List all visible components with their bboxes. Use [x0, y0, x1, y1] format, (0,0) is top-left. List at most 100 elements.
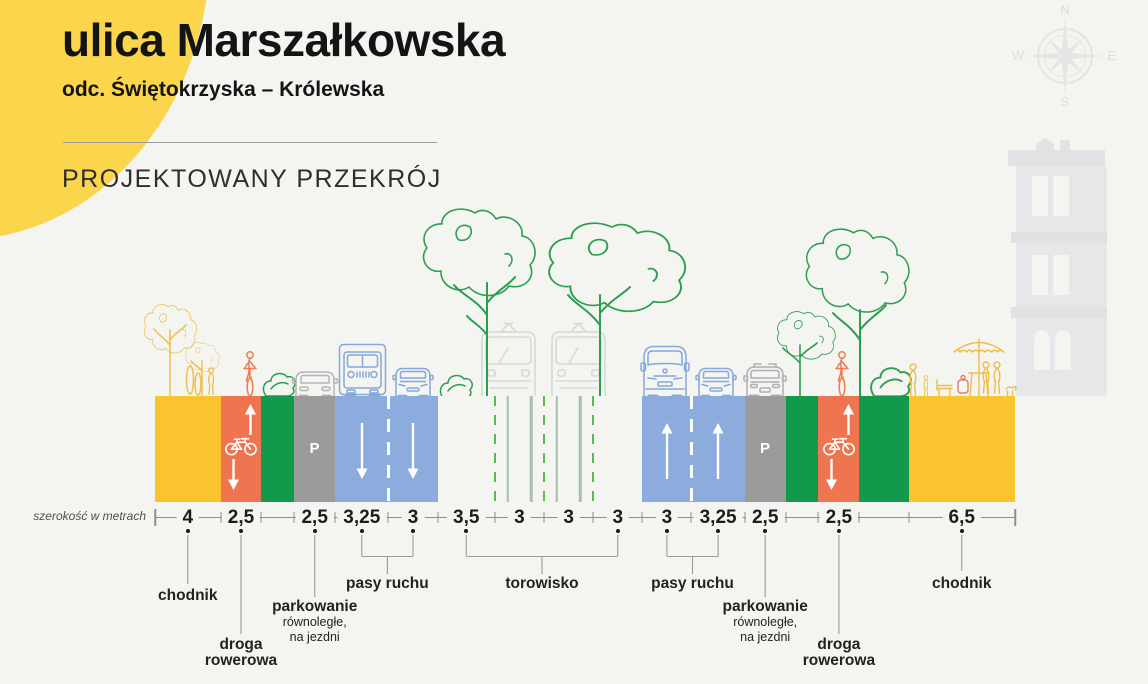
playground-icon	[957, 374, 969, 394]
tram-icon	[481, 322, 606, 396]
band-lane	[335, 396, 389, 502]
band-parking: P	[294, 396, 336, 502]
width-dimension: 3	[655, 505, 679, 531]
ruler-tick	[437, 512, 439, 523]
compass-rose-icon: N E S W	[1012, 2, 1117, 108]
ruler-tick	[220, 512, 222, 523]
band-lane	[689, 396, 745, 502]
compass-north-label: N	[1060, 2, 1069, 17]
band-green	[785, 396, 819, 502]
band-green	[859, 396, 909, 502]
callout-dot	[239, 529, 243, 533]
callout-label-line: pasy ruchu	[346, 575, 429, 592]
tram-lane-dash	[592, 396, 595, 502]
band-sidewalk	[155, 396, 221, 502]
width-dimension: 3,25	[693, 505, 743, 531]
callout-dot	[359, 529, 364, 533]
down-arrow-icon	[825, 459, 837, 490]
callout-label-line: droga	[817, 636, 861, 653]
width-dimension: 3	[401, 505, 425, 531]
callout-label-line: chodnik	[158, 587, 218, 604]
callout-dot	[464, 529, 469, 533]
umbrella-icon	[953, 338, 1005, 396]
callout-label: torowisko	[505, 575, 578, 592]
van-icon	[640, 345, 690, 396]
width-dimension: 2,5	[745, 505, 785, 531]
callout-dot	[411, 529, 415, 533]
callout-label-line: droga	[219, 636, 263, 653]
section-title: PROJEKTOWANY PRZEKRÓJ	[62, 165, 442, 193]
width-dimension: 3	[606, 505, 630, 531]
ruler-tick	[154, 509, 156, 526]
ruler-tick	[817, 512, 819, 523]
tenement-building-illustration	[1008, 138, 1107, 396]
page-title: ulica Marszałkowska	[62, 14, 506, 66]
cyclist-icon	[835, 351, 849, 396]
band-bike	[220, 396, 262, 502]
parked-car-icon	[291, 371, 339, 396]
ruler-tick	[690, 512, 692, 523]
tram-lane-dash	[493, 396, 496, 502]
width-dimension: 3	[557, 505, 580, 531]
parked-suv-icon	[743, 363, 787, 396]
tram-rail	[506, 396, 509, 502]
band-lane	[642, 396, 692, 502]
parking-marking: P	[759, 440, 771, 457]
width-dimension: 2,5	[819, 505, 859, 531]
car-icon	[392, 367, 434, 396]
band-bike	[818, 396, 860, 502]
width-dimension: 2,5	[295, 505, 334, 531]
header: ulica Marszałkowska odc. Świętokrzyska –…	[62, 14, 506, 102]
callout-dot	[664, 529, 669, 533]
callout-dot	[716, 529, 721, 533]
down-arrow-icon	[356, 423, 368, 479]
tram-lane-dash	[543, 396, 546, 502]
tram-rail	[530, 396, 533, 502]
street-scene	[143, 208, 1017, 396]
up-arrow-icon	[843, 404, 855, 435]
ruler-tick	[785, 512, 787, 523]
ruler-tick	[592, 512, 594, 523]
callout-label-line: na jezdni	[289, 630, 340, 645]
ruler-tick	[744, 512, 746, 523]
width-dimension: 3	[508, 505, 531, 531]
tram-rail	[579, 396, 582, 502]
up-arrow-icon	[245, 404, 257, 435]
width-ruler: 4 2,5 2,5 3,25 3 3,5 3 3 3 3 3,25 2,5 2,5 6,5	[154, 505, 1016, 531]
callout-dot	[312, 529, 317, 533]
up-arrow-icon	[661, 423, 673, 479]
callout-dot	[185, 529, 190, 533]
ruler-tick	[858, 512, 860, 523]
band-green	[261, 396, 295, 502]
callout-label-line: pasy ruchu	[651, 575, 734, 592]
ruler-line	[155, 517, 1015, 518]
callout-label-line: parkowanie	[272, 598, 358, 615]
compass-east-label: E	[1108, 48, 1117, 63]
ruler-tick	[293, 512, 295, 523]
callout-label: pasy ruchu	[346, 575, 429, 592]
width-dimension: 2,5	[221, 505, 261, 531]
lane-divider-dashed	[689, 396, 693, 502]
bench-icon	[936, 379, 953, 396]
callout-label: droga rowerowa	[205, 636, 277, 670]
parking-marking: P	[309, 440, 320, 457]
callout-dot	[763, 529, 768, 533]
callout-label-line: równoległe,	[733, 615, 798, 630]
callout-label-line: chodnik	[932, 575, 992, 592]
width-dimension: 4	[176, 505, 200, 531]
down-arrow-icon	[228, 459, 240, 490]
ruler-tick	[641, 512, 643, 523]
callout-label-line: na jezdni	[740, 630, 791, 645]
callout-label: parkowanie równoległe, na jezdni	[272, 598, 358, 645]
compass-west-label: W	[1012, 48, 1025, 63]
width-dimension: 3,25	[337, 505, 387, 531]
truck-icon	[338, 343, 387, 396]
ruler-tick	[260, 512, 262, 523]
ruler-unit-label: szerokość w metrach	[33, 509, 146, 523]
yellow-trees-icon	[143, 304, 220, 396]
band-parking: P	[744, 396, 786, 502]
band-sidewalk	[908, 396, 1015, 502]
callout-label: parkowanie równoległe, na jezdni	[723, 598, 808, 645]
callout-label: droga rowerowa	[803, 636, 875, 670]
callout-dot	[615, 529, 620, 533]
